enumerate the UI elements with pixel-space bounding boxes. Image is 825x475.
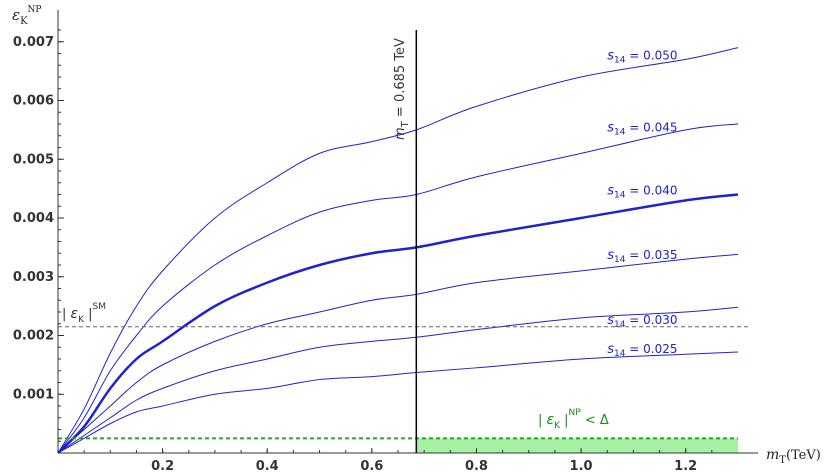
- x-tick-label: 0.6: [360, 459, 383, 474]
- curve-label-4: s14 = 0.030: [607, 313, 677, 330]
- series-line-3: [57, 253, 739, 454]
- x-axis-title: mT(TeV): [766, 447, 821, 466]
- curve-label-5: s14 = 0.025: [607, 342, 677, 359]
- np-bound-label: | εK |NP < Δ: [538, 408, 609, 431]
- curve-label-3: s14 = 0.035: [607, 248, 677, 265]
- y-axis-title: εKNP: [12, 5, 41, 27]
- series-line-1: [57, 123, 739, 454]
- series-line-5: [57, 351, 739, 454]
- x-tick-label: 0.4: [256, 459, 279, 474]
- np-bound-shade: [416, 438, 738, 453]
- series-line-0: [57, 47, 739, 454]
- curve-label-0: s14 = 0.050: [607, 48, 677, 65]
- y-tick-label: 0.004: [13, 211, 54, 226]
- vertical-line-label: mT = 0.685 TeV: [393, 38, 411, 140]
- series-line-2: [57, 193, 739, 454]
- x-tick-label: 0.2: [151, 459, 174, 474]
- x-tick-label: 1.2: [674, 459, 697, 474]
- x-tick-label: 1.0: [570, 459, 593, 474]
- y-ticks-group: 0.001 0.002 0.003 0.004 0.005 0.006 0.007: [13, 29, 64, 442]
- curve-label-1: s14 = 0.045: [607, 121, 677, 138]
- x-ticks-group: 0.2 0.4 0.6 0.8 1.0 1.2: [83, 448, 713, 474]
- y-tick-label: 0.006: [13, 94, 54, 109]
- x-tick-label: 0.8: [465, 459, 488, 474]
- y-tick-label: 0.001: [13, 387, 54, 402]
- curves-group: [57, 47, 739, 454]
- curve-label-2: s14 = 0.040: [607, 184, 677, 201]
- y-tick-label: 0.007: [13, 35, 54, 50]
- series-line-4: [57, 306, 739, 454]
- y-tick-label: 0.002: [13, 329, 54, 344]
- sm-line-label: | εK |SM: [62, 302, 106, 325]
- curve-labels-group: s14 = 0.050 s14 = 0.045 s14 = 0.040 s14 = 0…: [607, 48, 677, 359]
- y-tick-label: 0.005: [13, 152, 54, 167]
- y-tick-label: 0.003: [13, 270, 54, 285]
